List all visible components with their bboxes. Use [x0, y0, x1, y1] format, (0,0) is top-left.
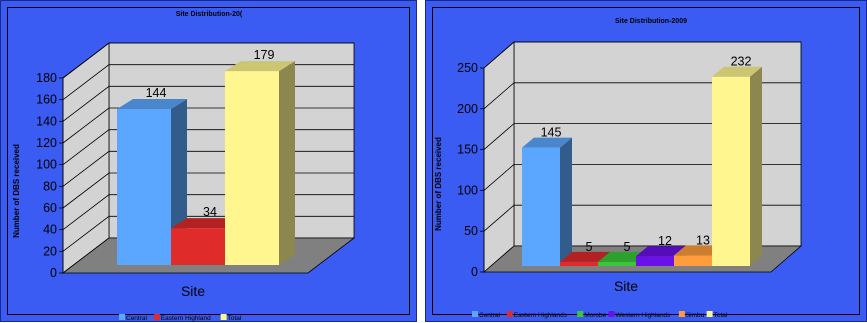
bar-side — [750, 66, 762, 266]
legend-swatch — [577, 311, 584, 317]
legend-label: Central — [126, 315, 148, 322]
bar-eastern-highland — [171, 228, 225, 265]
gridline — [483, 41, 801, 69]
legend-swatch — [119, 314, 125, 320]
gridline — [483, 204, 801, 232]
legend-swatch — [220, 314, 227, 320]
bar-simbu — [674, 255, 712, 266]
y-axis-label: Number of DBS received — [434, 137, 443, 231]
bar-central — [117, 109, 171, 265]
legend-label: Central — [479, 312, 501, 319]
chart-border-2 — [432, 7, 860, 315]
y-tick-label: 60 — [43, 201, 57, 215]
y-tick-label: 0 — [471, 265, 478, 279]
bar-eastern-highlands — [560, 261, 598, 266]
y-tick-label: 20 — [43, 244, 57, 258]
chart-title: Site Distribution-20( — [176, 11, 243, 18]
bar-top — [522, 137, 572, 148]
chart-panel-2: Site Distribution-2009 0 50 100 150 200 250 145… — [425, 0, 867, 322]
chart-border-1 — [7, 7, 410, 315]
bar-top — [117, 99, 187, 109]
y-tick-label: 120 — [36, 136, 57, 150]
x-axis-label: Site — [614, 278, 638, 294]
legend-label: Total — [228, 315, 242, 322]
legend-swatch — [678, 311, 685, 317]
data-label: 34 — [203, 205, 217, 219]
legend-swatch — [706, 311, 713, 317]
bar-top — [225, 61, 295, 72]
data-label: 144 — [146, 86, 167, 100]
y-tick-label: 250 — [457, 61, 478, 75]
y-tick-label: 80 — [43, 179, 57, 193]
bar-top — [171, 218, 241, 229]
chart-panel-1: Site Distribution-20( 0 20 40 60 80 100 120 140 1… — [0, 0, 417, 322]
bar-side — [279, 61, 295, 266]
bar-top — [598, 251, 648, 262]
bar-total — [712, 76, 750, 266]
y-tick-label: 100 — [457, 183, 478, 197]
data-label: 13 — [696, 233, 710, 247]
y-tick-label: 50 — [464, 224, 478, 238]
y-tick-label: 140 — [36, 114, 57, 128]
legend-label: Eastern Highland — [161, 315, 211, 322]
bar-morobe — [598, 261, 636, 266]
legend-swatch — [153, 314, 160, 320]
data-label: 179 — [254, 48, 275, 62]
legend-swatch — [472, 311, 478, 317]
legend-label: Western Highlands — [616, 312, 672, 319]
data-label: 232 — [731, 55, 752, 69]
x-axis-label: Site — [181, 283, 205, 299]
gridline — [62, 42, 354, 79]
bar-top — [674, 245, 724, 256]
data-label: 5 — [624, 240, 631, 254]
y-tick-label: 40 — [43, 223, 57, 237]
side-wall — [483, 41, 515, 273]
side-wall — [62, 42, 110, 274]
data-label: 145 — [541, 126, 562, 140]
legend-label: Morobe — [584, 312, 606, 319]
gridline — [483, 163, 801, 191]
bar-top — [712, 66, 762, 77]
y-tick-label: 200 — [457, 102, 478, 116]
legend-label: Simbu — [686, 312, 705, 319]
gridline — [483, 82, 801, 110]
data-label: 12 — [658, 234, 672, 248]
gridline — [483, 123, 801, 150]
bar-top — [636, 246, 686, 257]
legend-swatch — [608, 311, 615, 317]
data-label: 5 — [586, 240, 593, 254]
legend-label: Eastern Highlands — [514, 312, 568, 319]
y-tick-label: 180 — [36, 71, 57, 85]
y-tick-label: 160 — [36, 93, 57, 107]
chart-2-svg: Site Distribution-2009 0 50 100 150 200 250 145… — [434, 18, 803, 319]
bar-central — [522, 147, 560, 266]
legend-swatch — [506, 311, 513, 317]
bar-total — [225, 71, 279, 265]
y-axis-label: Number of DBS received — [12, 144, 21, 238]
y-tick-label: 0 — [50, 266, 57, 280]
bar-side — [560, 137, 572, 266]
chart-title: Site Distribution-2009 — [615, 18, 687, 25]
chart-1-svg: Site Distribution-20( 0 20 40 60 80 100 120 140 1… — [12, 11, 356, 322]
y-tick-label: 100 — [36, 158, 57, 172]
y-tick-label: 150 — [457, 143, 478, 157]
legend-label: Total — [714, 312, 728, 319]
bar-western-highlands — [636, 256, 674, 266]
bar-top — [560, 251, 610, 262]
